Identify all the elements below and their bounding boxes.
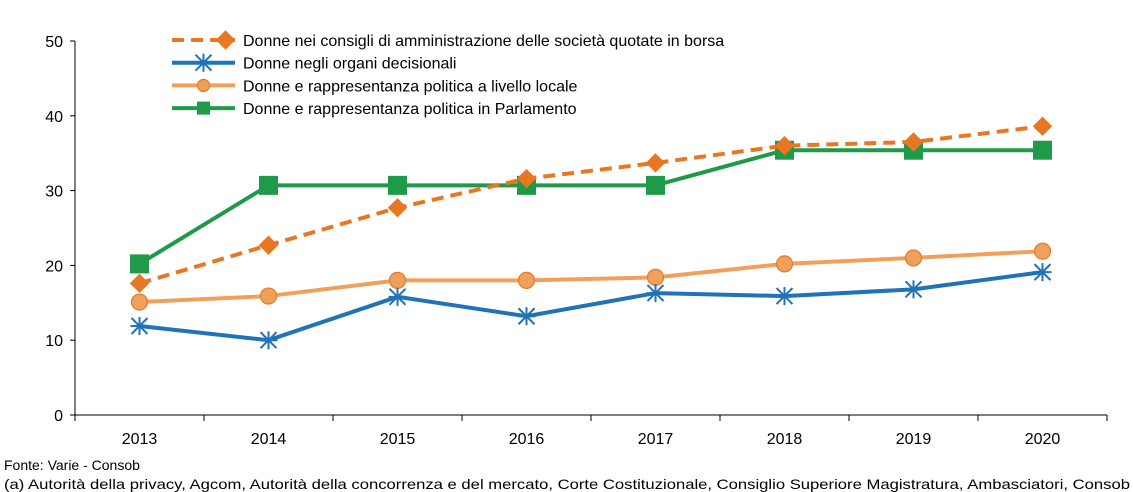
marker — [903, 132, 924, 152]
marker — [130, 293, 149, 311]
marker — [388, 287, 407, 306]
y-tick-label: 30 — [45, 184, 63, 201]
marker — [1033, 242, 1052, 260]
marker — [1033, 140, 1052, 160]
legend-marker — [215, 30, 236, 50]
marker — [646, 284, 665, 303]
marker — [1033, 263, 1052, 282]
footnote: (a) Autorità della privacy, Agcom, Autor… — [4, 476, 1130, 492]
y-tick-label: 10 — [45, 333, 63, 350]
legend-label: Donne e rappresentanza politica a livell… — [243, 78, 578, 95]
legend-label: Donne nei consigli di amministrazione de… — [243, 33, 724, 50]
marker — [259, 331, 278, 350]
legend-marker — [197, 101, 210, 115]
x-tick-label: 2020 — [1025, 431, 1061, 448]
x-tick-label: 2016 — [509, 431, 545, 448]
series-line — [139, 249, 1043, 305]
marker — [388, 271, 407, 289]
footnote: Fonte: Varie - Consob — [4, 457, 140, 473]
marker — [1032, 116, 1053, 136]
marker — [904, 280, 923, 299]
x-tick-label: 2013 — [122, 431, 158, 448]
marker — [645, 153, 666, 173]
marker — [775, 255, 794, 273]
x-tick-label: 2019 — [896, 431, 932, 448]
marker — [775, 287, 794, 306]
y-tick-label: 40 — [45, 109, 63, 126]
marker — [517, 271, 536, 289]
marker — [129, 273, 150, 294]
x-tick-label: 2018 — [767, 431, 803, 448]
y-tick-label: 0 — [54, 408, 63, 425]
marker — [258, 235, 279, 255]
marker — [646, 268, 665, 286]
marker — [130, 316, 149, 335]
marker — [774, 136, 795, 156]
series-line — [138, 148, 1043, 266]
legend-label: Donne negli organi decisionali — [243, 56, 456, 73]
x-tick-label: 2014 — [251, 431, 287, 448]
marker — [259, 287, 278, 305]
x-tick-label: 2017 — [638, 431, 674, 448]
marker — [130, 254, 149, 274]
marker — [388, 175, 407, 195]
marker — [517, 307, 536, 326]
legend-label: Donne e rappresentanza politica in Parla… — [243, 101, 577, 118]
marker — [259, 175, 278, 195]
marker — [646, 175, 665, 195]
legend-marker — [194, 53, 213, 72]
legend-marker — [196, 78, 211, 93]
marker — [516, 168, 537, 189]
series-line — [139, 270, 1043, 343]
marker — [904, 249, 923, 267]
y-tick-label: 20 — [45, 258, 63, 275]
y-tick-label: 50 — [45, 34, 63, 51]
x-tick-label: 2015 — [380, 431, 416, 448]
series-line — [138, 124, 1043, 286]
marker — [387, 198, 408, 218]
